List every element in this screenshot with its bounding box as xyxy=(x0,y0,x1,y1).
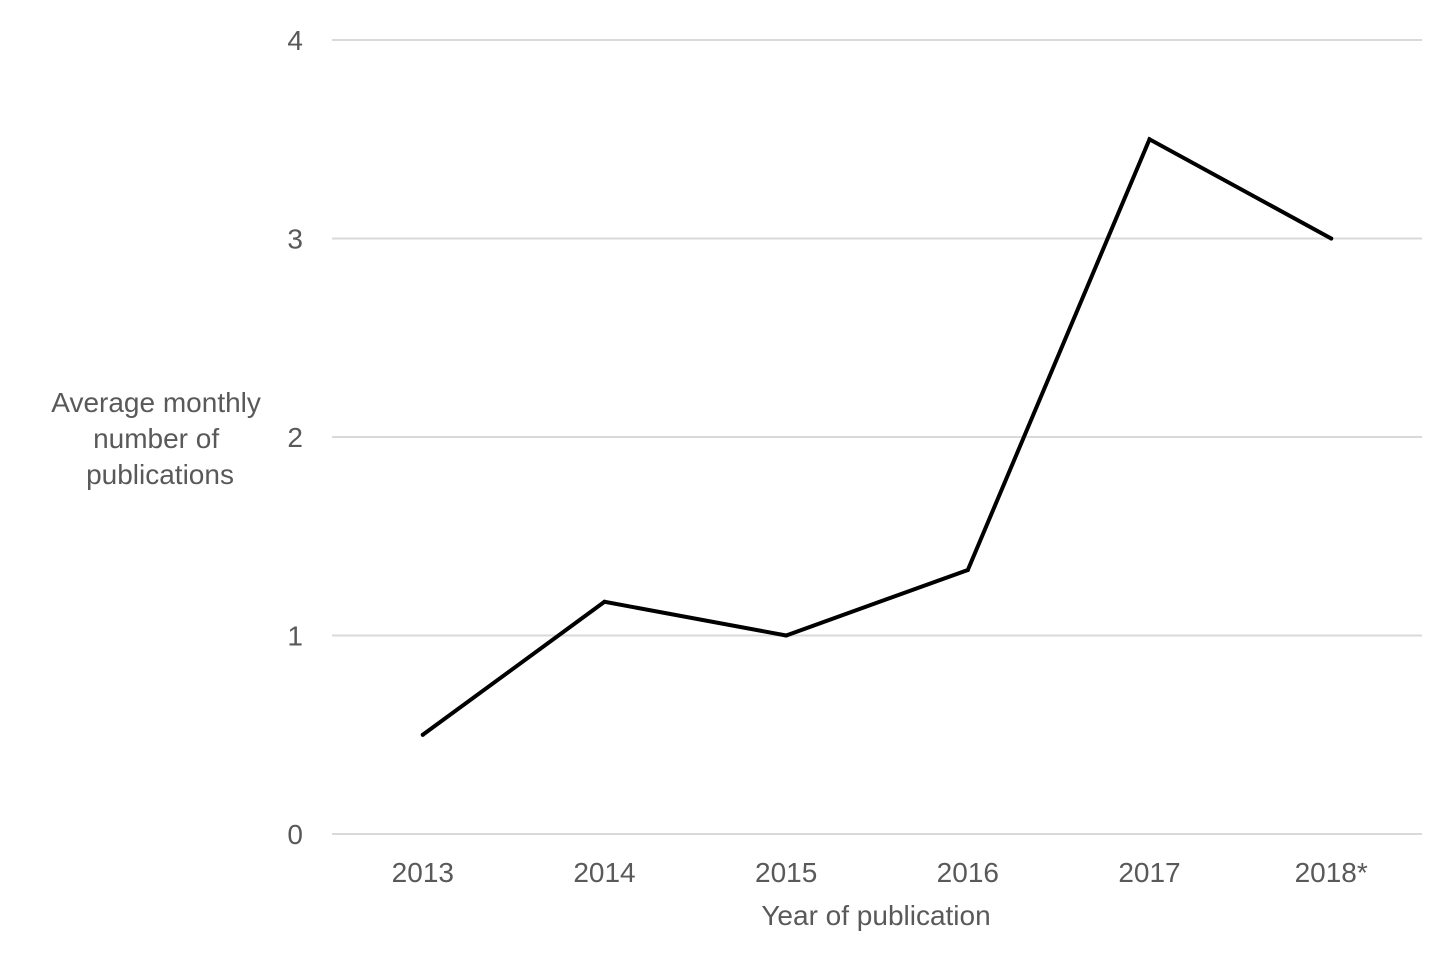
data-point-2016 xyxy=(965,567,970,572)
gridlines xyxy=(332,39,1422,835)
x-tick-label-0: 2013 xyxy=(392,857,454,888)
data-point-2014 xyxy=(602,599,607,604)
data-point-2013 xyxy=(420,732,425,737)
y-tick-label-2: 2 xyxy=(287,422,303,453)
y-axis-title-line-3: publications xyxy=(86,459,234,490)
y-tick-label-1: 1 xyxy=(287,621,303,652)
y-tick-label-4: 4 xyxy=(287,25,303,56)
data-point-2015 xyxy=(784,633,789,638)
data-point-2018* xyxy=(1329,236,1334,241)
series-lines xyxy=(420,136,1334,737)
x-tick-label-3: 2016 xyxy=(937,857,999,888)
y-axis-title-line-1: Average monthly xyxy=(51,387,261,418)
y-tick-label-0: 0 xyxy=(287,819,303,850)
x-tick-label-4: 2017 xyxy=(1118,857,1180,888)
y-axis-title-line-2: number of xyxy=(93,423,219,454)
series-line-0 xyxy=(420,136,1334,737)
x-tick-label-5: 2018* xyxy=(1295,857,1368,888)
x-axis-title: Year of publication xyxy=(761,900,990,931)
y-axis-title: Average monthly number of publications xyxy=(51,387,268,490)
x-tick-label-2: 2015 xyxy=(755,857,817,888)
x-tick-label-1: 2014 xyxy=(573,857,635,888)
x-axis-tick-labels: 2013 2014 2015 2016 2017 2018* xyxy=(392,857,1368,888)
y-tick-label-3: 3 xyxy=(287,224,303,255)
y-axis-tick-labels: 0 1 2 3 4 xyxy=(287,25,303,850)
data-point-2017 xyxy=(1147,137,1152,142)
